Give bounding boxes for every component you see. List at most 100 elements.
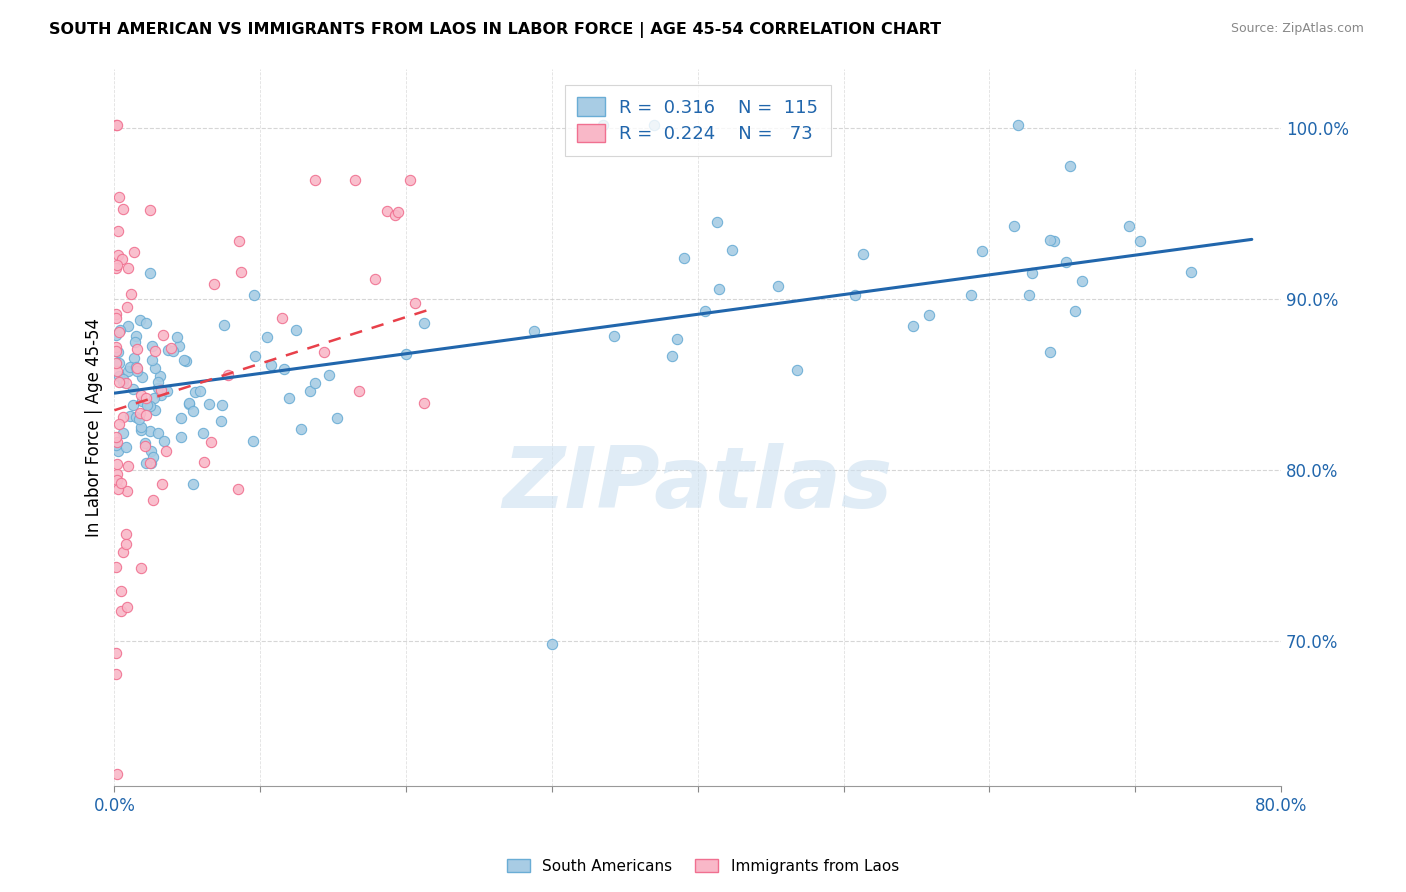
Point	[139, 456, 162, 470]
Point	[128, 411, 150, 425]
Y-axis label: In Labor Force | Age 45-54: In Labor Force | Age 45-54	[86, 318, 103, 537]
Point	[105, 430, 128, 444]
Point	[193, 455, 215, 469]
Point	[1002, 219, 1025, 233]
Point	[259, 358, 281, 372]
Point	[115, 301, 138, 315]
Point	[108, 417, 131, 431]
Point	[150, 477, 173, 491]
Point	[105, 307, 128, 321]
Point	[142, 392, 165, 406]
Point	[673, 251, 696, 265]
Point	[229, 265, 252, 279]
Point	[1021, 266, 1043, 280]
Point	[1018, 288, 1040, 302]
Point	[198, 397, 221, 411]
Point	[122, 244, 145, 259]
Point	[721, 244, 744, 258]
Point	[120, 287, 142, 301]
Point	[1059, 159, 1081, 173]
Point	[375, 203, 398, 218]
Point	[105, 473, 128, 487]
Point	[136, 397, 159, 411]
Point	[105, 647, 128, 661]
Point	[399, 172, 422, 186]
Point	[138, 424, 160, 438]
Point	[643, 118, 665, 132]
Point	[105, 118, 128, 132]
Point	[139, 399, 162, 413]
Point	[200, 434, 222, 449]
Point	[972, 244, 994, 258]
Point	[211, 398, 233, 412]
Point	[1063, 303, 1085, 318]
Point	[110, 475, 132, 490]
Point	[111, 425, 134, 440]
Point	[143, 344, 166, 359]
Point	[107, 247, 129, 261]
Point	[104, 340, 127, 354]
Point	[135, 456, 157, 470]
Point	[118, 360, 141, 375]
Point	[131, 370, 153, 384]
Point	[304, 376, 326, 390]
Point	[115, 376, 138, 390]
Point	[304, 172, 326, 186]
Point	[1054, 255, 1077, 269]
Point	[125, 359, 148, 374]
Point	[1118, 219, 1140, 234]
Point	[155, 444, 177, 458]
Point	[184, 385, 207, 400]
Point	[1039, 345, 1062, 359]
Point	[111, 375, 134, 389]
Point	[107, 325, 129, 339]
Point	[661, 349, 683, 363]
Point	[135, 398, 157, 412]
Point	[111, 252, 134, 266]
Point	[318, 368, 340, 382]
Point	[188, 384, 211, 399]
Point	[108, 323, 131, 337]
Point	[143, 360, 166, 375]
Point	[104, 356, 127, 370]
Point	[107, 457, 129, 471]
Point	[118, 409, 141, 423]
Point	[170, 411, 193, 425]
Legend: South Americans, Immigrants from Laos: South Americans, Immigrants from Laos	[501, 853, 905, 880]
Point	[709, 282, 731, 296]
Point	[270, 310, 292, 325]
Point	[114, 537, 136, 551]
Point	[131, 394, 153, 409]
Point	[129, 561, 152, 575]
Point	[290, 422, 312, 436]
Point	[146, 426, 169, 441]
Point	[364, 272, 387, 286]
Text: Source: ZipAtlas.com: Source: ZipAtlas.com	[1230, 22, 1364, 36]
Point	[124, 334, 146, 349]
Point	[1043, 234, 1066, 248]
Point	[117, 483, 139, 498]
Text: SOUTH AMERICAN VS IMMIGRANTS FROM LAOS IN LABOR FORCE | AGE 45-54 CORRELATION CH: SOUTH AMERICAN VS IMMIGRANTS FROM LAOS I…	[49, 22, 942, 38]
Point	[766, 279, 789, 293]
Point	[131, 420, 153, 434]
Point	[117, 319, 139, 334]
Point	[105, 467, 128, 482]
Point	[918, 308, 941, 322]
Point	[384, 208, 406, 222]
Point	[129, 388, 152, 402]
Point	[413, 396, 436, 410]
Point	[138, 266, 160, 280]
Point	[107, 345, 129, 359]
Point	[128, 313, 150, 327]
Point	[395, 347, 418, 361]
Point	[167, 339, 190, 353]
Point	[1180, 265, 1202, 279]
Point	[1039, 233, 1062, 247]
Point	[146, 376, 169, 390]
Point	[122, 398, 145, 412]
Point	[146, 381, 169, 395]
Point	[128, 406, 150, 420]
Point	[214, 318, 236, 332]
Point	[135, 391, 157, 405]
Point	[404, 296, 426, 310]
